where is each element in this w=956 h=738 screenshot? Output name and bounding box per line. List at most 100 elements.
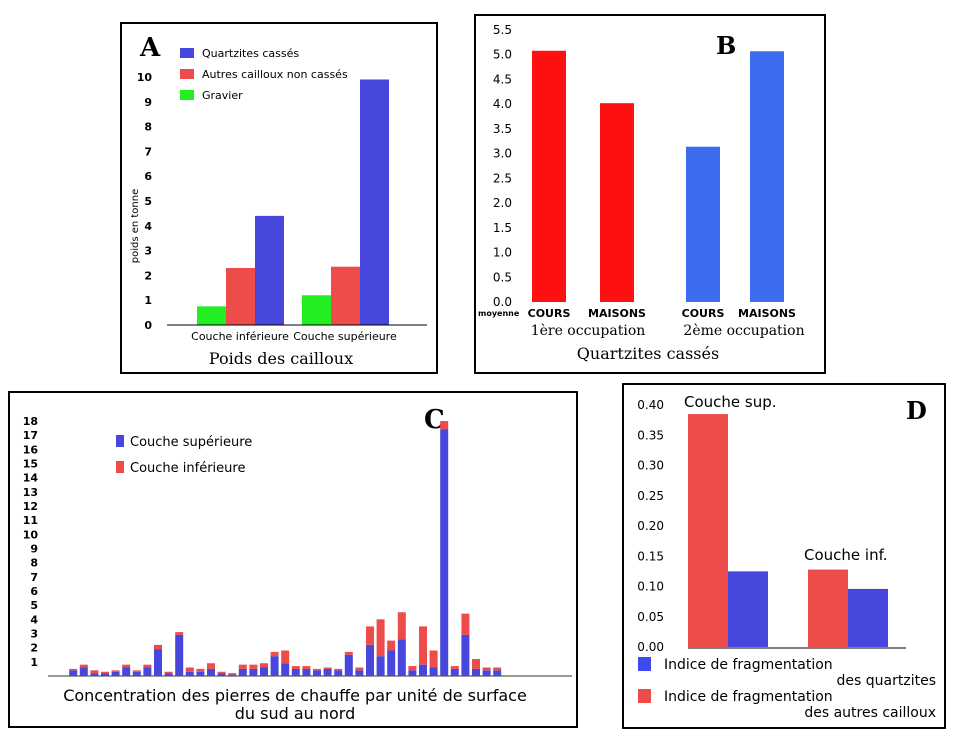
bar-c-upper-15 [207, 668, 215, 676]
bar-c-upper-10 [154, 649, 162, 676]
bar-c-lower-12 [175, 632, 184, 635]
panel-d: D 0.00 0.05 0.10 0.15 0.20 0.25 0.30 0.35 0.40 C… [622, 383, 946, 729]
bar-a-1-1 [331, 266, 360, 325]
legend-label-a: Gravier [202, 89, 243, 102]
bar-c-lower-11 [164, 671, 173, 674]
panel-c: C 1 2 3 4 5 6 7 8 9 10 11 12 13 14 15 16 17 18 Couche sup… [8, 391, 578, 728]
bar-d-0-0 [688, 414, 728, 647]
chart-title-b: Quartzites cassés [577, 344, 719, 363]
y-tick-label-c: 11 [23, 514, 38, 527]
bar-c-upper-42 [493, 670, 502, 676]
bar-a-0-0 [197, 306, 226, 325]
bar-c-lower-6 [111, 670, 120, 672]
x-tick-label-a: Couche inférieure [191, 330, 289, 343]
bar-c-upper-2 [69, 670, 78, 676]
bar-c-lower-31 [376, 619, 385, 657]
bar-c-upper-39 [461, 634, 470, 676]
y-tick-label-d: 0.35 [637, 428, 664, 442]
x-tick-label-b: MAISONS [588, 307, 646, 320]
y-tick-label-d: 0.05 [637, 610, 664, 624]
y-tick-label-c: 14 [23, 472, 39, 485]
y-tick-label-a: 2 [144, 269, 152, 282]
legend-label-d-line2: des quartzites [837, 673, 936, 689]
y-tick-label-c: 1 [30, 656, 38, 669]
bar-c-upper-8 [132, 671, 141, 676]
bar-c-lower-41 [482, 667, 491, 671]
bar-c-upper-7 [122, 667, 131, 676]
y-tick-label-b: 5.5 [493, 23, 512, 37]
bar-a-1-0 [226, 267, 255, 325]
bar-c-lower-15 [207, 663, 215, 669]
bar-c-upper-18 [238, 668, 247, 676]
group-label-1: 1ère occupation [531, 323, 646, 339]
bar-c-upper-21 [270, 656, 279, 676]
y-tick-label-c: 10 [23, 528, 39, 541]
y-tick-label-c: 2 [30, 642, 38, 655]
bar-c-lower-22 [281, 650, 290, 664]
bar-c-upper-30 [366, 644, 374, 676]
bar-c-upper-3 [79, 667, 88, 676]
bar-a-2-0 [255, 215, 284, 325]
bar-c-lower-9 [143, 664, 152, 668]
chart-title-a: Poids des cailloux [209, 349, 353, 368]
y-tick-label-b: 3.5 [493, 122, 512, 136]
y-tick-label-c: 4 [30, 613, 38, 626]
panel-a: A 0 1 2 3 4 5 6 7 8 9 10 poids en tonne Couche inf… [120, 22, 438, 374]
bar-c-upper-16 [217, 673, 226, 676]
bar-c-lower-2 [69, 668, 78, 671]
y-tick-label-c: 17 [23, 429, 38, 442]
bar-c-lower-35 [419, 626, 427, 665]
bar-c-upper-40 [472, 668, 480, 676]
x-tick-label-a: Couche supérieure [293, 330, 397, 343]
bar-c-upper-33 [397, 639, 406, 676]
y-tick-label-d: 0.00 [637, 640, 664, 654]
y-tick-label-d: 0.10 [637, 580, 664, 594]
bar-c-lower-20 [260, 663, 268, 668]
bar-c-lower-30 [366, 626, 374, 645]
y-tick-label-c: 13 [23, 486, 38, 499]
legend-swatch-a [180, 90, 194, 100]
legend-label-c: Couche inférieure [130, 461, 245, 476]
y-tick-label-c: 8 [30, 557, 38, 570]
bar-c-upper-34 [408, 670, 417, 676]
bar-c-lower-33 [397, 612, 406, 640]
bar-d-1-0 [728, 571, 768, 647]
y-tick-label-a: 8 [144, 121, 152, 134]
bar-c-upper-9 [143, 667, 152, 676]
bar-c-upper-32 [387, 650, 396, 676]
chart-b: B 0.0 0.5 1.0 1.5 2.0 2.5 3.0 3.5 4.0 4.5 5.0 5.5 m… [478, 23, 805, 363]
bar-c-lower-27 [334, 668, 343, 671]
bar-c-lower-19 [249, 664, 258, 669]
bar-c-lower-23 [291, 666, 300, 669]
y-tick-label-b: 2.0 [493, 196, 512, 210]
y-tick-label-b: 4.0 [493, 97, 512, 111]
bar-c-upper-4 [90, 673, 99, 676]
chart-title-c: Concentration des pierres de chauffe par… [63, 686, 527, 705]
bar-c-lower-36 [429, 650, 438, 668]
legend-label-c: Couche supérieure [130, 435, 252, 450]
y-tick-label-c: 15 [23, 458, 38, 471]
legend-swatch-d [638, 689, 651, 703]
bar-c-lower-4 [90, 670, 99, 674]
bar-c-upper-27 [334, 670, 343, 676]
y-tick-label-a: 5 [144, 195, 152, 208]
y-tick-label-a: 10 [137, 71, 153, 84]
bar-c-upper-17 [228, 674, 237, 676]
y-tick-label-d: 0.25 [637, 489, 664, 503]
bar-c-lower-17 [228, 673, 237, 675]
bar-c-lower-34 [408, 666, 417, 671]
bar-c-upper-36 [429, 667, 438, 676]
y-tick-label-b: 4.5 [493, 72, 512, 86]
bar-c-upper-22 [281, 663, 290, 676]
y-tick-label-b: 5.0 [493, 48, 512, 62]
legend-swatch-a [180, 48, 194, 58]
y-tick-label-b: 1.0 [493, 246, 512, 260]
y-tick-label-d: 0.15 [637, 549, 664, 563]
group-label-2: 2ème occupation [683, 323, 804, 339]
y-tick-label-a: 7 [144, 145, 152, 158]
y-tick-label-c: 16 [23, 443, 39, 456]
bar-c-upper-25 [313, 670, 321, 676]
bar-a-2-1 [360, 79, 389, 325]
bar-c-upper-14 [196, 671, 205, 676]
y-tick-label-d: 0.40 [637, 398, 664, 412]
